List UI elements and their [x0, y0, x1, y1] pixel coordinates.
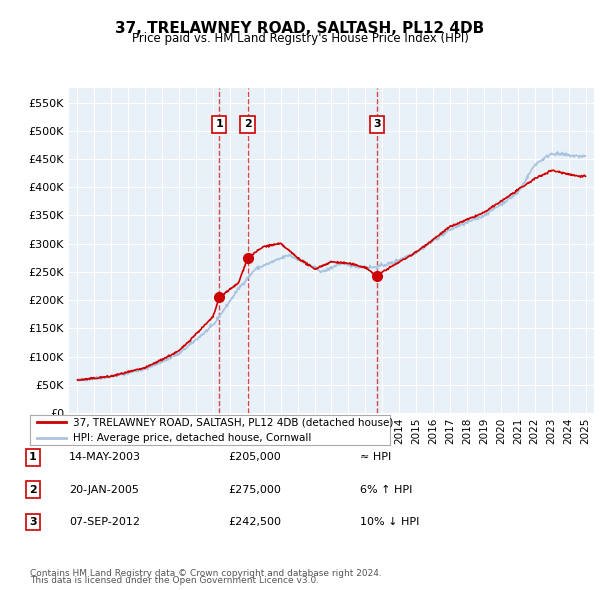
Text: £205,000: £205,000	[228, 453, 281, 462]
Text: 37, TRELAWNEY ROAD, SALTASH, PL12 4DB (detached house): 37, TRELAWNEY ROAD, SALTASH, PL12 4DB (d…	[73, 418, 394, 427]
Text: Contains HM Land Registry data © Crown copyright and database right 2024.: Contains HM Land Registry data © Crown c…	[30, 569, 382, 578]
Text: 14-MAY-2003: 14-MAY-2003	[69, 453, 141, 462]
Text: 3: 3	[373, 119, 380, 129]
Text: 2: 2	[244, 119, 251, 129]
Text: £242,500: £242,500	[228, 517, 281, 527]
Text: 20-JAN-2005: 20-JAN-2005	[69, 485, 139, 494]
Text: ≈ HPI: ≈ HPI	[360, 453, 391, 462]
Text: 10% ↓ HPI: 10% ↓ HPI	[360, 517, 419, 527]
Text: 3: 3	[29, 517, 37, 527]
Text: 07-SEP-2012: 07-SEP-2012	[69, 517, 140, 527]
Text: 6% ↑ HPI: 6% ↑ HPI	[360, 485, 412, 494]
Text: 1: 1	[29, 453, 37, 462]
Text: This data is licensed under the Open Government Licence v3.0.: This data is licensed under the Open Gov…	[30, 576, 319, 585]
Text: 1: 1	[215, 119, 223, 129]
Text: HPI: Average price, detached house, Cornwall: HPI: Average price, detached house, Corn…	[73, 433, 311, 442]
Text: Price paid vs. HM Land Registry's House Price Index (HPI): Price paid vs. HM Land Registry's House …	[131, 32, 469, 45]
Text: 37, TRELAWNEY ROAD, SALTASH, PL12 4DB: 37, TRELAWNEY ROAD, SALTASH, PL12 4DB	[115, 21, 485, 35]
Text: 2: 2	[29, 485, 37, 494]
Text: £275,000: £275,000	[228, 485, 281, 494]
